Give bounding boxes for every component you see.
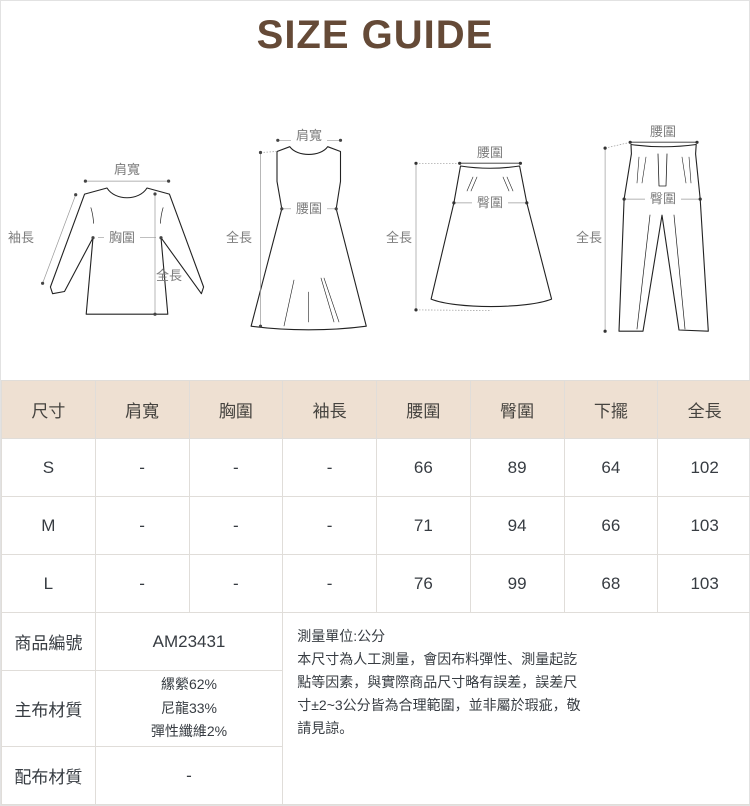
svg-text:腰圍: 腰圍 xyxy=(650,124,676,139)
svg-text:袖長: 袖長 xyxy=(8,230,34,245)
svg-text:全長: 全長 xyxy=(576,230,602,245)
svg-text:腰圍: 腰圍 xyxy=(296,201,322,216)
svg-text:胸圍: 胸圍 xyxy=(109,230,135,245)
svg-text:全長: 全長 xyxy=(226,230,252,245)
svg-text:肩寬: 肩寬 xyxy=(114,162,140,177)
svg-text:腰圍: 腰圍 xyxy=(477,145,503,160)
svg-text:肩寬: 肩寬 xyxy=(296,128,322,143)
svg-text:全長: 全長 xyxy=(156,268,182,283)
svg-text:臀圍: 臀圍 xyxy=(477,195,503,210)
svg-text:全長: 全長 xyxy=(386,230,412,245)
svg-text:臀圍: 臀圍 xyxy=(650,191,676,206)
